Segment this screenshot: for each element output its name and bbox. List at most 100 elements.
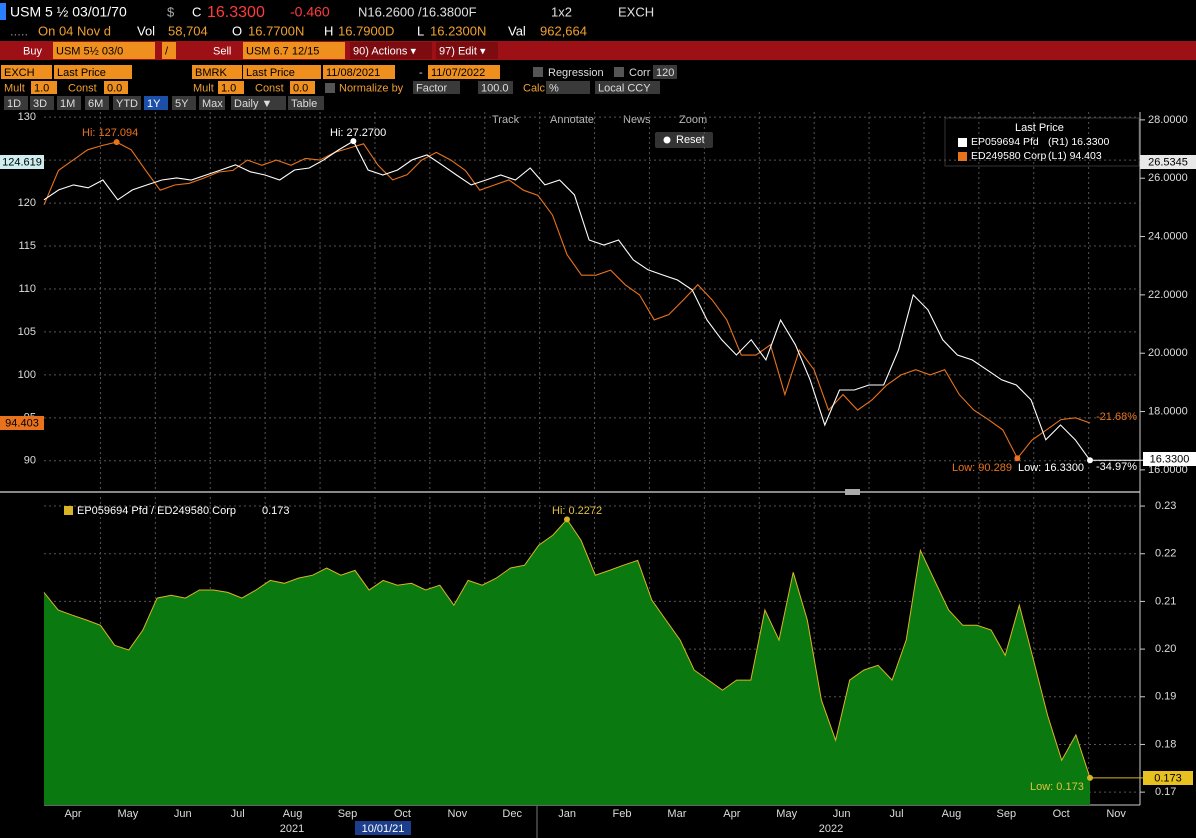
toolbar-item[interactable]: Last Price [246,67,295,79]
chart-tool[interactable]: Annotate [550,114,594,126]
toolbar-box[interactable] [162,42,176,59]
header-field: EXCH [618,4,654,19]
toolbar-item[interactable]: Normalize by [339,82,404,94]
toolbar-box[interactable] [243,65,321,79]
toolbar-item[interactable]: 1D [7,98,21,110]
toolbar-item[interactable]: Regression [548,67,604,79]
toolbar-item[interactable]: Last Price [57,67,106,79]
y2-tick-label: 24.0000 [1148,230,1188,242]
toolbar-item[interactable]: BMRK [195,67,227,79]
toolbar-item[interactable]: USM 5½ 03/0 [56,45,123,57]
toolbar-item[interactable]: 0.0 [107,82,122,94]
toolbar-box[interactable] [30,96,54,110]
toolbar-item[interactable]: 11/07/2022 [431,67,485,79]
toolbar-item[interactable]: 120 [656,67,674,79]
toolbar-box[interactable] [54,65,132,79]
toolbar-box[interactable] [595,81,660,94]
x-tick-label: May [118,808,139,820]
toolbar-box[interactable] [172,96,196,110]
toolbar-item[interactable]: Const [255,82,284,94]
legend-title: Last Price [1015,122,1064,134]
toolbar-item[interactable]: - [419,67,423,79]
toolbar-item[interactable]: Max [202,98,223,110]
toolbar-item[interactable]: Factor [416,82,448,94]
toolbar-item[interactable]: Mult [193,82,214,94]
toolbar-item[interactable]: Const [68,82,97,94]
toolbar-box[interactable] [243,42,345,59]
toolbar-box[interactable] [57,96,81,110]
toolbar-item[interactable]: 1M [60,98,75,110]
annotation: Low: 0.173 [1030,781,1084,793]
toolbar-box[interactable] [199,96,225,110]
y2-tick-label: 0.19 [1155,691,1176,703]
toolbar-box[interactable] [436,42,498,59]
toolbar-item[interactable]: 1.0 [34,82,49,94]
cursor-date-label: 10/01/21 [362,823,405,835]
toolbar-item[interactable]: Table [291,98,317,110]
toolbar-item[interactable]: Local CCY [598,82,651,94]
toolbar-box[interactable] [104,81,128,94]
toolbar-box[interactable] [1,65,52,79]
toolbar-item[interactable]: Mult [4,82,25,94]
toolbar-box[interactable] [288,96,324,110]
toolbar-box[interactable] [113,96,141,110]
y-tick-label: 100 [18,369,36,381]
chart-tool[interactable]: Reset [676,134,705,146]
chart-tool[interactable]: Track [492,114,520,126]
reset-button[interactable] [655,132,713,148]
toolbar-item[interactable]: Buy [23,45,42,57]
chart-tool[interactable]: News [623,114,651,126]
toolbar-box[interactable] [218,81,244,94]
toolbar-box[interactable] [350,42,432,59]
header-field: H [324,23,333,38]
toolbar-box[interactable] [231,96,286,110]
toolbar-item[interactable]: EXCH [4,67,35,79]
toolbar-item[interactable]: 90) Actions ▾ [353,45,416,57]
checkbox[interactable] [533,67,543,77]
toolbar-item[interactable]: 97) Edit ▾ [439,45,486,57]
toolbar-item[interactable]: 5Y [175,98,189,110]
toolbar-item[interactable]: Calc [523,82,546,94]
annotation: -34.97% [1096,461,1137,473]
toolbar-box[interactable] [428,65,500,79]
toolbar-box[interactable] [478,81,513,94]
toolbar-item[interactable]: 1.0 [221,82,236,94]
y2-tick-label: 26.0000 [1148,172,1188,184]
toolbar-item[interactable]: 1Y [147,98,161,110]
divider-handle[interactable] [845,489,860,495]
toolbar-item[interactable]: 6M [88,98,103,110]
toolbar-item[interactable]: USM 6.7 12/15 [246,45,319,57]
header-field: On 04 Nov d [38,23,111,38]
toolbar-item[interactable]: % [549,82,559,94]
toolbar-item[interactable]: / [165,45,169,57]
checkbox[interactable] [325,83,335,93]
toolbar-item[interactable]: 11/08/2021 [326,67,380,79]
value-box-label: 16.3300 [1150,453,1190,465]
x-tick-label: Aug [283,808,303,820]
toolbar-box[interactable] [290,81,315,94]
toolbar-box[interactable] [323,65,395,79]
toolbar-box[interactable] [192,65,242,79]
toolbar-item[interactable]: 0.0 [293,82,308,94]
value-box-label: 26.5345 [1148,156,1188,168]
toolbar-item[interactable]: 3D [33,98,47,110]
toolbar-box[interactable] [85,96,109,110]
toolbar-box[interactable] [4,96,28,110]
toolbar-item[interactable]: Corr [629,67,651,79]
x-tick-label: Nov [448,808,468,820]
toolbar-item[interactable]: 100.0 [481,82,509,94]
y2-tick-label: 0.20 [1155,643,1176,655]
toolbar-item[interactable]: YTD [116,98,138,110]
toolbar-box[interactable] [31,81,57,94]
checkbox[interactable] [614,67,624,77]
chart-tool[interactable]: Zoom [679,114,707,126]
toolbar-item[interactable]: Sell [213,45,231,57]
toolbar-box[interactable] [413,81,460,94]
toolbar-box[interactable] [653,65,677,79]
toolbar-item[interactable]: Daily ▼ [234,98,272,110]
toolbar-box[interactable] [144,96,168,110]
toolbar-box[interactable] [53,42,155,59]
header-field: C [192,4,201,19]
toolbar-box[interactable] [546,81,590,94]
